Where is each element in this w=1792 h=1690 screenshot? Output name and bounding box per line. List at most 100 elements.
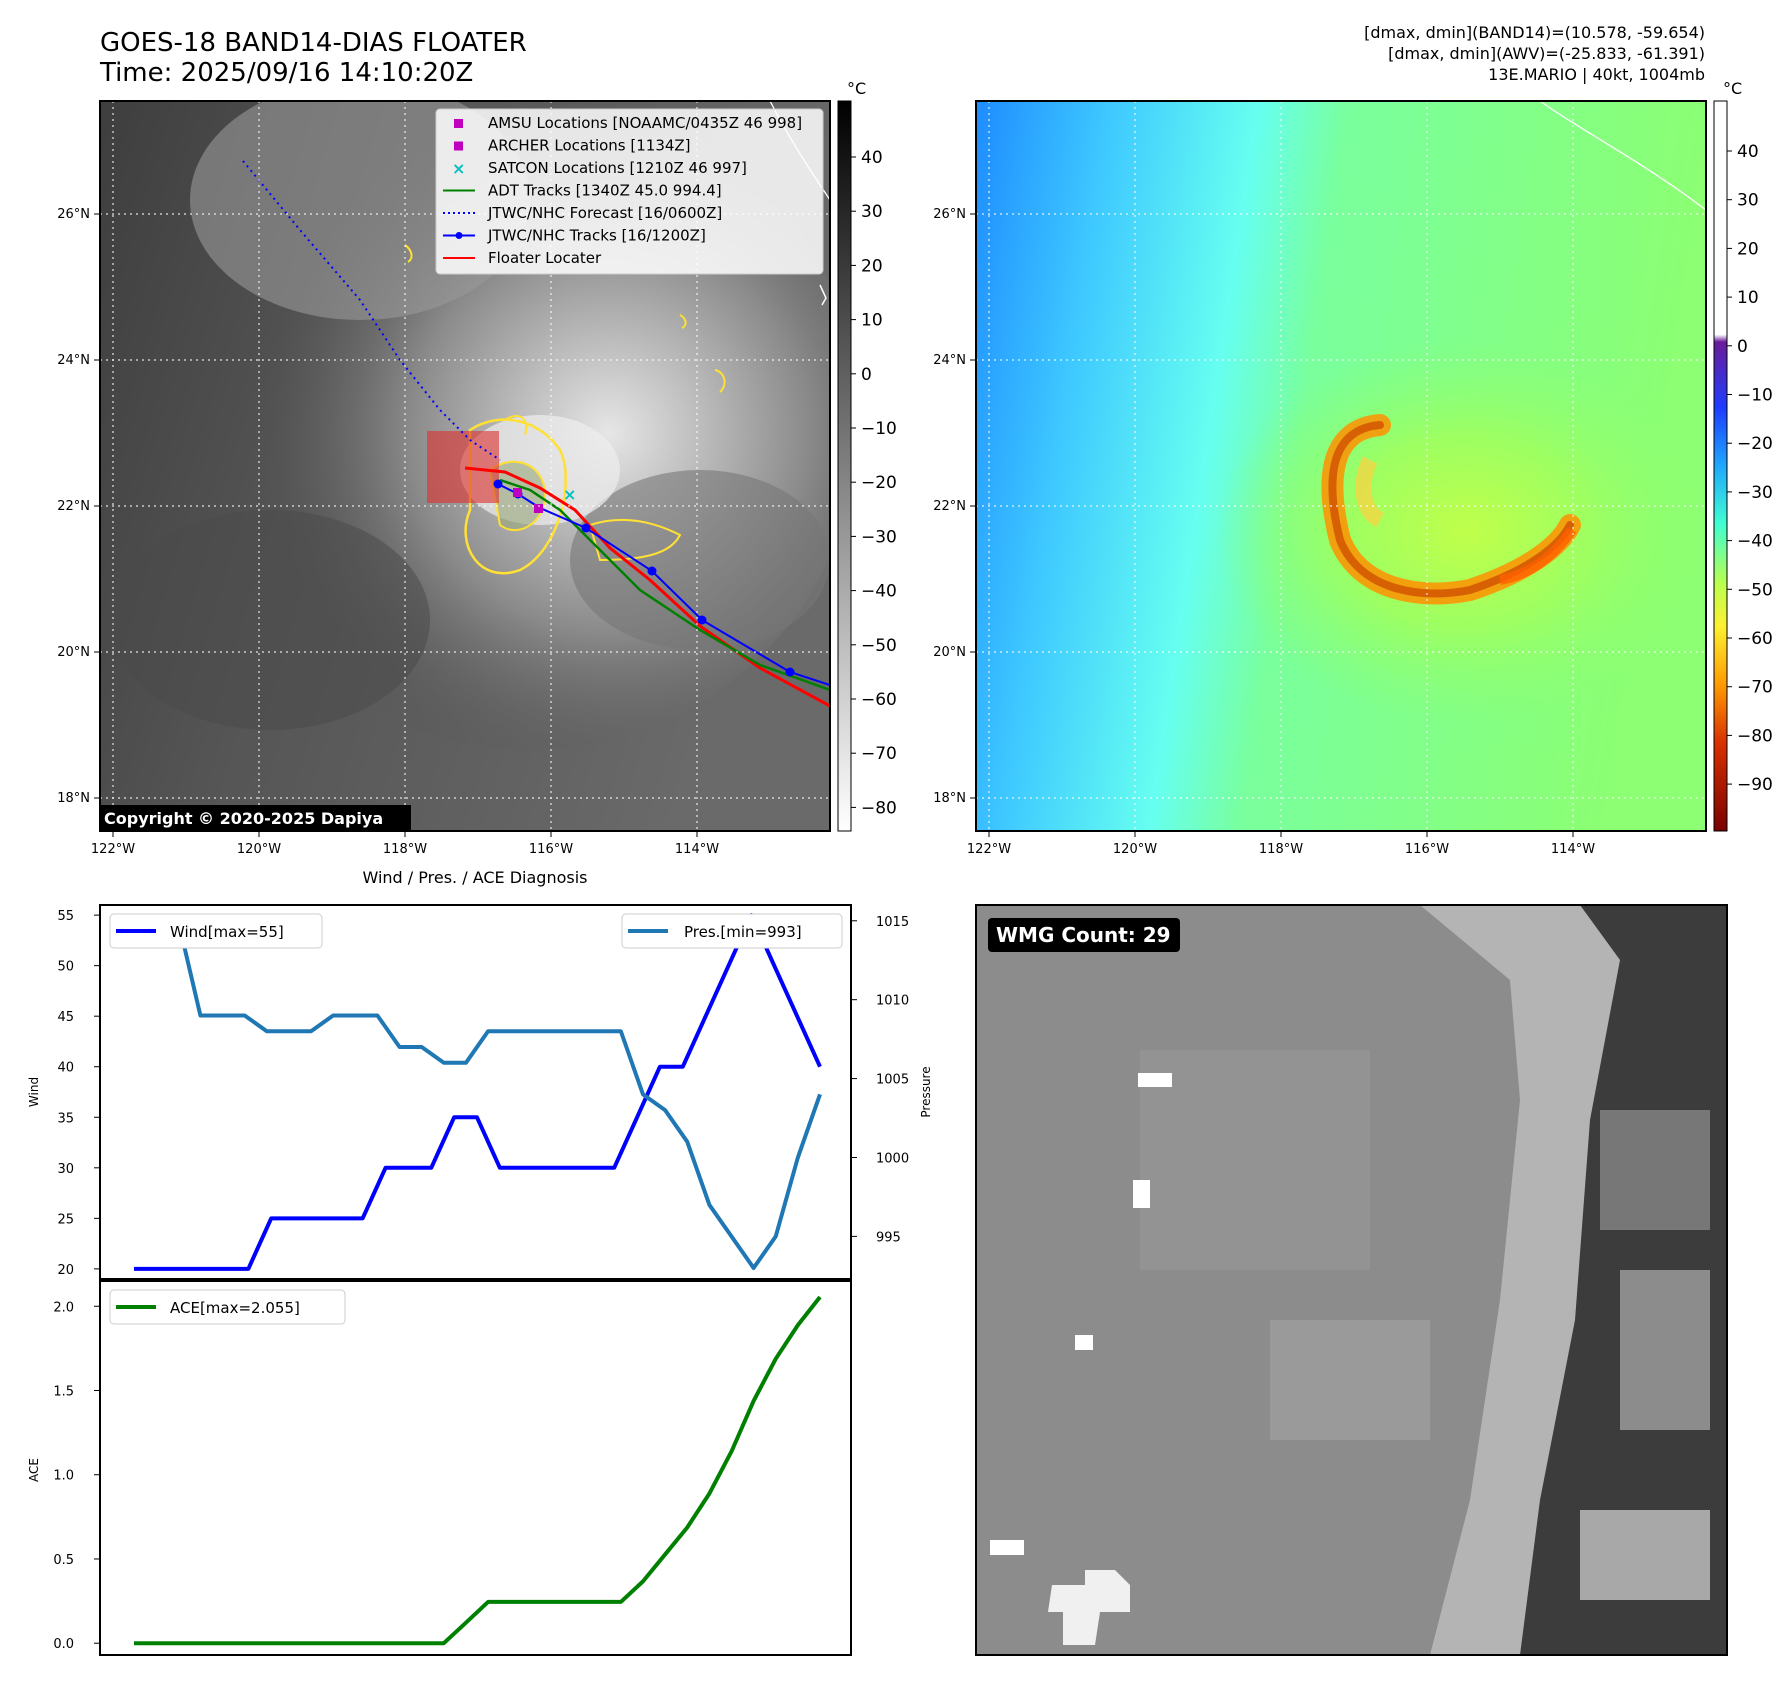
colorbar-tick: −90 <box>1737 775 1773 795</box>
legend-label: SATCON Locations [1210Z 46 997] <box>488 159 747 177</box>
ace-series-line <box>134 1295 822 1646</box>
figure-time: Time: 2025/09/16 14:10:20Z <box>99 58 473 88</box>
lon-label: 120°W <box>1113 842 1157 857</box>
lon-label: 116°W <box>1405 842 1449 857</box>
awv-lon-labels: 122°W 120°W 118°W 116°W 114°W <box>967 831 1595 857</box>
wind-pressure-chart: Wind / Pres. / ACE Diagnosis 20 25 30 35 40 4… <box>27 868 933 1280</box>
ir-lat-labels: 26°N 24°N 22°N 20°N 18°N <box>57 207 100 806</box>
info-line-3: 13E.MARIO | 40kt, 1004mb <box>1488 65 1705 84</box>
ir-colorbar-unit: °C <box>847 79 866 98</box>
wind-legend-label: Wind[max=55] <box>170 923 284 941</box>
colorbar-tick: −50 <box>1737 580 1773 600</box>
colorbar-tick: 20 <box>1737 239 1759 259</box>
colorbar-tick: 10 <box>1737 288 1759 308</box>
wind-tick: 55 <box>57 909 74 924</box>
svg-text:×: × <box>563 485 576 504</box>
wind-tick: 30 <box>57 1162 74 1177</box>
colorbar-tick: 0 <box>1737 337 1748 357</box>
legend-label: JTWC/NHC Tracks [16/1200Z] <box>487 227 706 245</box>
awv-lat-labels: 26°N 24°N 22°N 20°N 18°N <box>933 207 976 806</box>
pressure-tick: 1000 <box>876 1151 909 1166</box>
ace-axis-label: ACE <box>27 1458 41 1482</box>
wmg-panel: WMG Count: 29 <box>975 904 1728 1656</box>
lat-label: 26°N <box>57 207 90 222</box>
wind-axis-label: Wind <box>27 1077 41 1107</box>
ir-colorbar: °C 40 30 20 10 0 −10 −20 −30 −40 −50 −60 −70 −80 <box>837 79 897 832</box>
wind-tick: 25 <box>57 1212 74 1227</box>
lon-label: 118°W <box>1259 842 1303 857</box>
pressure-series-line <box>134 918 822 1270</box>
colorbar-tick: −60 <box>1737 629 1773 649</box>
pressure-axis-label: Pressure <box>919 1066 933 1117</box>
pressure-tick: 1015 <box>876 915 909 930</box>
info-line-2: [dmax, dmin](AWV)=(-25.833, -61.391) <box>1388 44 1705 63</box>
copyright-text: Copyright © 2020-2025 Dapiya <box>104 809 383 828</box>
lat-label: 20°N <box>57 645 90 660</box>
colorbar-tick: −20 <box>1737 434 1773 454</box>
pressure-tick: 1005 <box>876 1073 909 1088</box>
wind-tick: 40 <box>57 1061 74 1076</box>
colorbar-tick: 40 <box>1737 142 1759 162</box>
ace-tick: 1.0 <box>53 1469 74 1484</box>
ace-chart: 0.0 0.5 1.0 1.5 2.0 ACE ACE[max=2.055] <box>27 1280 852 1656</box>
lon-label: 120°W <box>237 842 281 857</box>
colorbar-tick: −40 <box>861 582 897 602</box>
colorbar-tick: −30 <box>861 527 897 547</box>
wind-tick: 45 <box>57 1010 74 1025</box>
colorbar-tick: −40 <box>1737 532 1773 552</box>
wind-series-line <box>134 913 822 1271</box>
awv-map: 122°W 120°W 118°W 116°W 114°W 26°N 24°N 22°N 20… <box>933 100 1707 857</box>
lat-label: 22°N <box>57 499 90 514</box>
colorbar-tick: −30 <box>1737 483 1773 503</box>
pressure-tick: 995 <box>876 1230 901 1245</box>
lat-label: 22°N <box>933 499 966 514</box>
colorbar-tick: 20 <box>861 256 883 276</box>
legend-label: AMSU Locations [NOAAMC/0435Z 46 998] <box>488 114 802 132</box>
colorbar-tick: −80 <box>861 798 897 818</box>
pressure-legend: Pres.[min=993] <box>621 913 843 949</box>
colorbar-tick: −80 <box>1737 726 1773 746</box>
ace-tick: 2.0 <box>53 1300 74 1315</box>
lon-label: 114°W <box>1551 842 1595 857</box>
lat-label: 18°N <box>933 791 966 806</box>
colorbar-tick: −20 <box>861 473 897 493</box>
lon-label: 114°W <box>675 842 719 857</box>
lon-label: 118°W <box>383 842 427 857</box>
awv-colorbar: °C 40 30 20 10 0 −10 −20 −30 −40 −50 −60 −70 −80 −90 <box>1713 79 1773 832</box>
lat-label: 20°N <box>933 645 966 660</box>
awv-colorbar-unit: °C <box>1723 79 1742 98</box>
ir-map: × AMSU Locations [NOAAMC/0435Z 46 9 <box>57 100 831 857</box>
colorbar-tick: −60 <box>861 690 897 710</box>
info-line-1: [dmax, dmin](BAND14)=(10.578, -59.654) <box>1364 23 1705 42</box>
lon-label: 116°W <box>529 842 573 857</box>
pressure-legend-label: Pres.[min=993] <box>684 923 802 941</box>
pressure-tick: 1010 <box>876 994 909 1009</box>
colorbar-tick: −50 <box>861 636 897 656</box>
legend-marker <box>454 119 463 128</box>
lon-label: 122°W <box>91 842 135 857</box>
wind-tick: 35 <box>57 1111 74 1126</box>
ir-lon-labels: 122°W 120°W 118°W 116°W 114°W <box>91 831 719 857</box>
legend-label: ADT Tracks [1340Z 45.0 994.4] <box>488 182 722 200</box>
ace-legend-label: ACE[max=2.055] <box>170 1299 300 1317</box>
legend-marker <box>454 141 463 151</box>
colorbar-tick: 40 <box>861 148 883 168</box>
legend-label: ARCHER Locations [1134Z] <box>488 137 691 155</box>
colorbar-tick: 0 <box>861 365 872 385</box>
colorbar-tick: −10 <box>1737 386 1773 406</box>
lat-label: 26°N <box>933 207 966 222</box>
colorbar-tick: −70 <box>1737 678 1773 698</box>
lon-label: 122°W <box>967 842 1011 857</box>
lat-label: 18°N <box>57 791 90 806</box>
colorbar-tick: −10 <box>861 419 897 439</box>
ace-tick: 0.0 <box>53 1637 74 1652</box>
colorbar-tick: 10 <box>861 311 883 331</box>
wind-tick: 50 <box>57 960 74 975</box>
wmg-count-label: WMG Count: 29 <box>996 923 1171 947</box>
lat-label: 24°N <box>933 353 966 368</box>
wind-legend: Wind[max=55] <box>109 913 323 949</box>
figure-title: GOES-18 BAND14-DIAS FLOATER <box>100 28 527 58</box>
lat-label: 24°N <box>57 353 90 368</box>
ace-tick: 0.5 <box>53 1553 74 1568</box>
